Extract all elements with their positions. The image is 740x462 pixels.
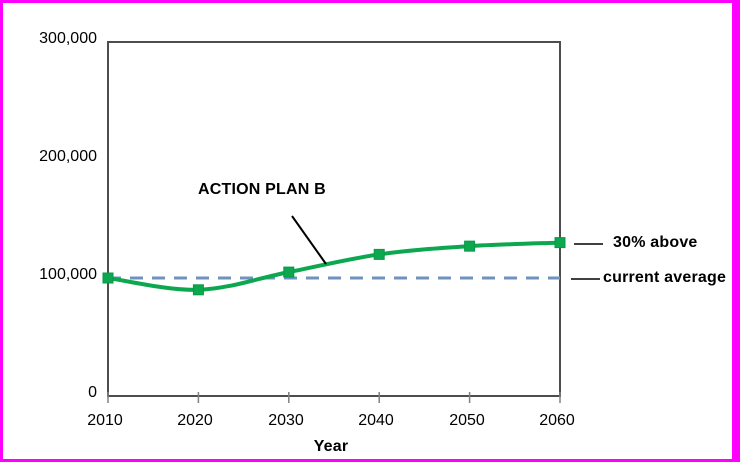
x-axis-title: Year <box>313 438 349 455</box>
series-marker-2030 <box>283 266 295 278</box>
x-tick-label-2040: 2040 <box>358 412 394 429</box>
annotation-pointer-action-plan-b <box>291 215 327 265</box>
x-tick-label-2010: 2010 <box>87 412 123 429</box>
series-annotation-action-plan-b: ACTION PLAN B <box>198 181 326 198</box>
y-tick-label-100000: 100,000 <box>39 266 97 283</box>
x-tick-label-2050: 2050 <box>449 412 485 429</box>
series-marker-2060 <box>554 237 566 249</box>
x-tick-label-2060: 2060 <box>539 412 575 429</box>
y-tick-label-200000: 200,000 <box>39 148 97 165</box>
x-tick-label-2020: 2020 <box>177 412 213 429</box>
y-tick-label-300000: 300,000 <box>39 30 97 47</box>
x-tick-label-2030: 2030 <box>268 412 304 429</box>
series-marker-2020 <box>192 284 204 296</box>
plot-svg <box>102 41 603 403</box>
y-tick-label-0: 0 <box>88 384 97 401</box>
series-marker-2050 <box>464 240 476 252</box>
series-marker-2010 <box>102 272 114 284</box>
annotation-30-percent-above: 30% above <box>613 234 698 251</box>
series-marker-2040 <box>373 248 385 260</box>
annotation-current-average: current average <box>603 269 727 286</box>
plot-frame <box>107 41 561 397</box>
series-line-action-plan-b <box>106 240 562 292</box>
